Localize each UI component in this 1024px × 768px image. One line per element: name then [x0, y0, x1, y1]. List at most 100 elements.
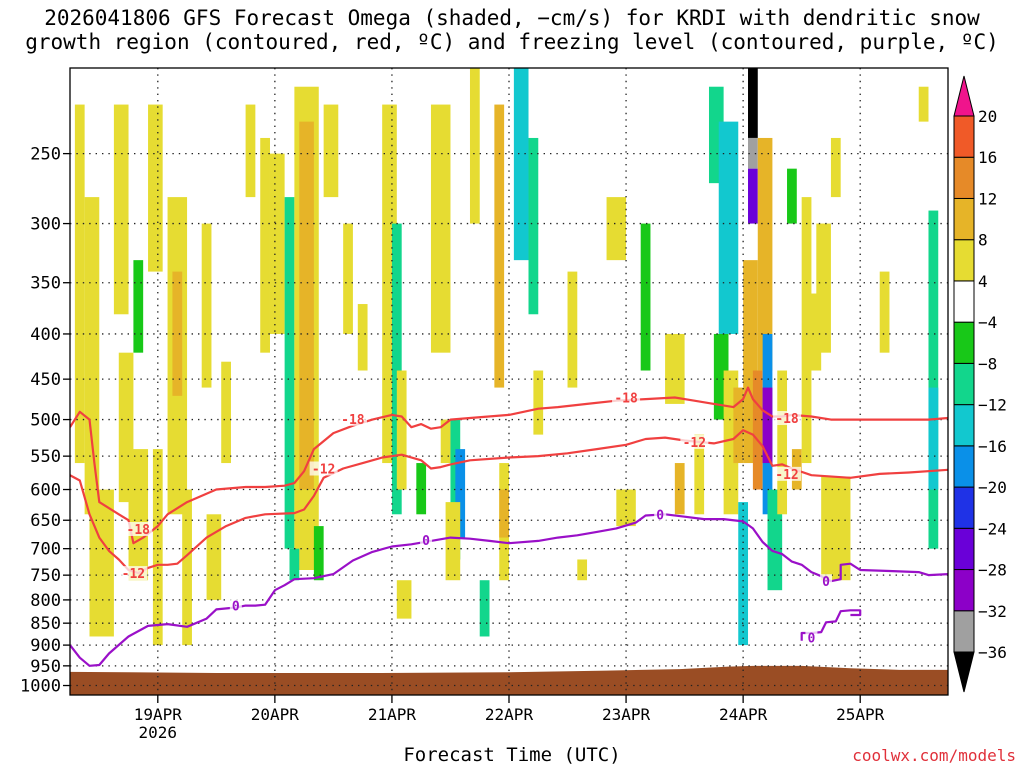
omega-cell-11 [182, 489, 192, 646]
y-tick-label-4: 450 [30, 370, 61, 390]
omega-cell-27 [391, 223, 402, 515]
contour-label-bg-6 [773, 411, 802, 426]
colorbar-segment-12 [953, 115, 975, 158]
colorbar-segment-4 [953, 445, 975, 488]
x-tick-sublabel-0: 2026 [139, 723, 178, 742]
contour-label-4: -18 [614, 391, 638, 406]
colorbar-label-5: −16 [978, 437, 1007, 456]
omega-cell-67 [777, 370, 788, 515]
pressure-axis: 2503003504004505005506006507007508008509… [20, 145, 70, 697]
omega-cell-41 [513, 68, 529, 261]
contour-label-bg-4 [612, 390, 641, 405]
y-tick-label-6: 550 [30, 447, 61, 467]
omega-cell-42 [528, 137, 539, 315]
omega-cell-72 [816, 223, 831, 353]
x-tick-label-5: 24APR [719, 705, 768, 724]
y-tick-label-0: 250 [30, 145, 61, 165]
colorbar-segment-10 [953, 197, 975, 241]
contour-label-3: -12 [312, 462, 335, 477]
freezing-level-contour-2 [70, 513, 948, 667]
contour-label-0: -18 [127, 523, 151, 538]
omega-cell-32 [440, 419, 451, 464]
colorbar-label-9: 4 [978, 272, 988, 291]
credit-text: coolwx.com/models [852, 746, 1016, 765]
omega-cell-50 [674, 463, 685, 515]
colorbar-label-1: −32 [978, 602, 1007, 621]
colorbar-label-3: −24 [978, 519, 1007, 538]
y-tick-label-14: 950 [30, 657, 61, 677]
contour-label-bg-12 [805, 630, 818, 645]
omega-cell-24 [343, 223, 353, 334]
dgz-contour-0 [70, 386, 948, 545]
omega-cell-0 [74, 104, 85, 464]
y-tick-label-5: 500 [30, 411, 61, 431]
omega-cell-23 [323, 104, 339, 198]
omega-cell-22 [313, 526, 324, 581]
omega-shading [74, 68, 939, 646]
colorbar-segment-2 [953, 527, 975, 571]
colorbar-segment-1 [953, 569, 975, 612]
contour-label-bg-8 [229, 598, 242, 613]
x-axis-label: Forecast Time (UTC) [403, 744, 621, 766]
omega-cell-25 [357, 304, 368, 371]
title-line-1: 2026041806 GFS Forecast Omega (shaded, −… [44, 6, 980, 30]
omega-cell-38 [494, 104, 505, 388]
y-tick-label-8: 650 [30, 511, 61, 531]
omega-cell-45 [577, 559, 588, 581]
contour-label-9: 0 [422, 534, 430, 549]
colorbar-segment-3 [953, 486, 975, 529]
y-tick-label-13: 900 [30, 636, 61, 656]
x-tick-label-4: 23APR [602, 705, 651, 724]
omega-cell-46 [606, 197, 627, 261]
omega-cell-73 [830, 137, 841, 198]
omega-cell-36 [469, 68, 480, 224]
omega-cell-53 [718, 121, 739, 334]
y-tick-label-2: 350 [30, 274, 61, 294]
omega-cell-12 [201, 223, 212, 388]
contour-label-5: -12 [683, 436, 706, 451]
omega-cell-35 [445, 502, 461, 581]
omega-cell-18 [284, 197, 295, 549]
title-line-2: growth region (contoured, red, ºC) and f… [25, 30, 999, 54]
omega-cell-63 [757, 137, 773, 371]
y-tick-label-3: 400 [30, 325, 61, 345]
x-tick-label-0: 19APR [134, 705, 183, 724]
temperature-contours: -18 -12 -18 -12 -18 -12 -18 -12 0 0 0 0 0 [70, 386, 948, 667]
colorbar-segment-11 [953, 156, 975, 199]
colorbar-label-4: −20 [978, 478, 1007, 497]
contour-label-bg-3 [309, 461, 338, 476]
y-tick-label-10: 750 [30, 566, 61, 586]
colorbar-label-10: 8 [978, 231, 988, 250]
omega-cell-76 [918, 86, 929, 122]
contour-label-bg-11 [820, 574, 833, 589]
contour-label-bg-1 [119, 566, 148, 581]
omega-cell-48 [640, 223, 651, 371]
omega-cell-34 [455, 449, 466, 538]
colorbar-label-8: −4 [978, 313, 997, 332]
x-tick-label-6: 25APR [836, 705, 885, 724]
x-tick-label-1: 20APR [251, 705, 300, 724]
y-tick-label-15: 1000 [20, 677, 61, 697]
colorbar-label-7: −8 [978, 354, 997, 373]
omega-cell-59 [748, 68, 758, 138]
omega-cell-51 [694, 434, 705, 515]
x-tick-label-2: 21APR [368, 705, 417, 724]
omega-cell-47 [616, 489, 636, 527]
omega-cell-30 [416, 463, 427, 515]
omega-cell-8 [148, 104, 163, 272]
dgz-contour-1 [70, 429, 948, 575]
colorbar-label-12: 16 [978, 148, 997, 167]
omega-cell-2 [113, 104, 129, 315]
omega-cell-56 [733, 387, 744, 464]
colorbar-label-13: 20 [978, 107, 997, 126]
colorbar-segment-6 [953, 362, 975, 406]
colorbar: −36 −32 −28 −24 −20 −16 −12 −8 −4 4 8 12 16 20 [953, 75, 1007, 693]
contour-label-bg-2 [338, 411, 367, 426]
contour-label-bg-9 [420, 532, 433, 547]
contour-label-bg-5 [680, 434, 709, 449]
omega-cell-43 [533, 370, 544, 435]
omega-cell-68 [787, 168, 797, 224]
contour-label-6: -18 [775, 412, 799, 427]
